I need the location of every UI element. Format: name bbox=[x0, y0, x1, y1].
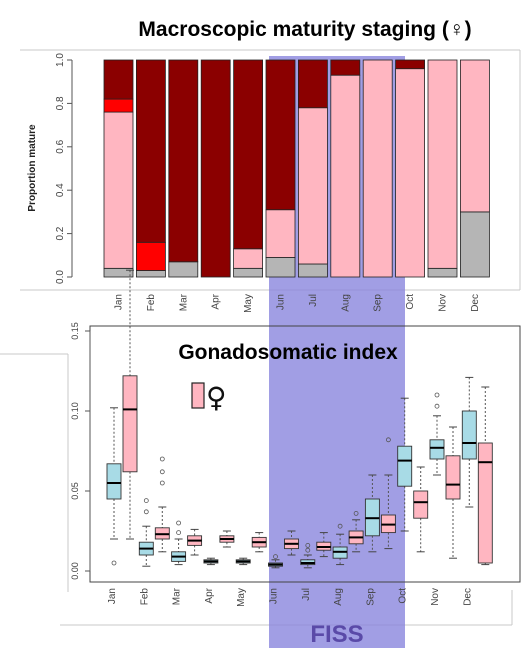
maturity-x-tick-labels: Jan Feb Mar Apr May Jun Jul Aug Sep Oct Nov Dec bbox=[114, 293, 481, 313]
gsi-outlier bbox=[159, 469, 165, 475]
gsi-outlier bbox=[305, 543, 311, 548]
gsi-outlier bbox=[111, 560, 117, 566]
maturity-bar-segment bbox=[297, 59, 328, 109]
maturity-x-tick-label: Sep bbox=[373, 294, 384, 312]
gsi-box bbox=[397, 445, 413, 487]
maturity-x-tick-label: Feb bbox=[146, 294, 157, 312]
gsi-outlier bbox=[353, 511, 359, 516]
gsi-outlier bbox=[385, 437, 391, 443]
gsi-outlier bbox=[159, 456, 165, 462]
maturity-bar-segment bbox=[135, 270, 166, 278]
legend-female-key bbox=[191, 382, 205, 409]
gsi-outlier bbox=[176, 520, 182, 526]
maturity-bar-segment bbox=[459, 59, 490, 213]
legend-female-symbol: ♀ bbox=[206, 381, 227, 414]
gsi-x-tick-label: Apr bbox=[204, 587, 215, 603]
maturity-x-tick-label: Apr bbox=[211, 293, 222, 309]
maturity-bar-segment bbox=[427, 267, 458, 278]
maturity-bar-segment bbox=[233, 267, 264, 278]
gsi-outlier bbox=[143, 498, 149, 504]
maturity-bar-segment bbox=[103, 111, 134, 269]
maturity-y-tick-label: 0.0 bbox=[55, 270, 66, 284]
gsi-box bbox=[445, 455, 461, 500]
maturity-x-tick-label: Oct bbox=[405, 294, 416, 310]
maturity-y-tick-label: 0.6 bbox=[55, 139, 66, 153]
maturity-bar-segment bbox=[395, 68, 426, 278]
gsi-outlier bbox=[273, 554, 278, 559]
gsi-y-tick-label: 0.10 bbox=[70, 402, 80, 420]
gsi-y-axis: 0.00 0.05 0.10 0.15 bbox=[70, 322, 91, 580]
maturity-bar-segment bbox=[233, 59, 264, 250]
gsi-x-tick-label: Dec bbox=[462, 588, 473, 606]
gsi-outlier bbox=[159, 480, 165, 486]
maturity-bar-segment bbox=[135, 59, 166, 243]
maturity-bar-segment bbox=[200, 59, 231, 278]
gsi-x-tick-label: Feb bbox=[139, 588, 150, 606]
gsi-outlier bbox=[305, 547, 311, 553]
maturity-x-tick-label: Mar bbox=[178, 293, 189, 311]
gsi-outlier bbox=[434, 392, 440, 398]
maturity-bars bbox=[103, 59, 490, 278]
maturity-y-tick-label: 1.0 bbox=[55, 53, 66, 67]
maturity-y-tick-label: 0.8 bbox=[55, 96, 66, 110]
gsi-y-tick-label: 0.05 bbox=[70, 482, 80, 500]
maturity-x-tick-label: Jan bbox=[114, 294, 125, 310]
maturity-bar-segment bbox=[330, 59, 361, 76]
fiss-label: FISS bbox=[310, 621, 363, 648]
gsi-x-tick-label: Nov bbox=[430, 588, 441, 606]
maturity-bar-segment bbox=[103, 267, 134, 278]
gsi-outlier bbox=[176, 530, 182, 535]
gsi-outlier bbox=[337, 523, 343, 529]
figure-title: Macroscopic maturity staging (♀) bbox=[138, 18, 471, 41]
gsi-box bbox=[122, 375, 138, 473]
maturity-bar-segment bbox=[103, 98, 134, 113]
gsi-x-tick-label: Oct bbox=[398, 588, 409, 604]
maturity-bar-segment bbox=[362, 59, 393, 278]
maturity-x-tick-label: Jun bbox=[276, 294, 287, 310]
maturity-x-tick-label: Nov bbox=[438, 294, 449, 312]
gsi-box bbox=[106, 463, 122, 500]
gsi-x-tick-label: Aug bbox=[333, 588, 344, 606]
maturity-y-axis: 0.0 0.2 0.4 0.6 0.8 1.0 bbox=[55, 53, 73, 284]
maturity-bar-segment bbox=[330, 74, 361, 278]
maturity-bar-segment bbox=[427, 59, 458, 269]
maturity-bar-segment bbox=[103, 59, 134, 100]
maturity-x-tick-label: Jul bbox=[308, 294, 319, 307]
maturity-x-tick-label: May bbox=[243, 294, 254, 313]
gsi-y-tick-label: 0.15 bbox=[70, 322, 80, 340]
maturity-bar-segment bbox=[135, 241, 166, 271]
maturity-bar-segment bbox=[265, 59, 296, 211]
maturity-bar-segment bbox=[297, 107, 328, 265]
maturity-bar-segment bbox=[233, 248, 264, 269]
gsi-x-tick-label: Jun bbox=[269, 588, 280, 604]
maturity-bar-segment bbox=[297, 263, 328, 278]
maturity-bar-segment bbox=[459, 211, 490, 278]
gsi-boxes bbox=[106, 269, 493, 569]
maturity-bar-segment bbox=[265, 209, 296, 258]
maturity-y-tick-label: 0.4 bbox=[55, 183, 66, 197]
maturity-x-tick-label: Dec bbox=[470, 294, 481, 312]
gsi-x-tick-label: Jan bbox=[107, 588, 118, 604]
gsi-outlier bbox=[143, 509, 149, 515]
gsi-box bbox=[477, 442, 493, 564]
maturity-bar-segment bbox=[168, 59, 199, 263]
maturity-bar-segment bbox=[265, 257, 296, 278]
maturity-bar-segment bbox=[168, 261, 199, 278]
gsi-x-tick-label: May bbox=[236, 588, 247, 607]
maturity-y-tick-label: 0.2 bbox=[55, 226, 66, 240]
maturity-y-axis-label: Proportion mature bbox=[27, 124, 38, 212]
gsi-box bbox=[429, 439, 445, 460]
gsi-box bbox=[413, 490, 429, 519]
maturity-x-tick-label: Aug bbox=[340, 294, 351, 312]
gsi-x-tick-label: Mar bbox=[172, 587, 183, 605]
gsi-title: Gonadosomatic index bbox=[178, 341, 398, 364]
gsi-box bbox=[461, 410, 477, 460]
gsi-y-tick-label: 0.00 bbox=[70, 562, 80, 580]
gsi-x-tick-label: Jul bbox=[301, 588, 312, 601]
maturity-bar-segment bbox=[395, 59, 426, 70]
gsi-x-tick-label: Sep bbox=[365, 588, 376, 606]
gsi-outlier bbox=[434, 403, 440, 409]
gsi-x-tick-labels: Jan Feb Mar Apr May Jun Jul Aug Sep Oct Nov Dec bbox=[107, 587, 473, 607]
